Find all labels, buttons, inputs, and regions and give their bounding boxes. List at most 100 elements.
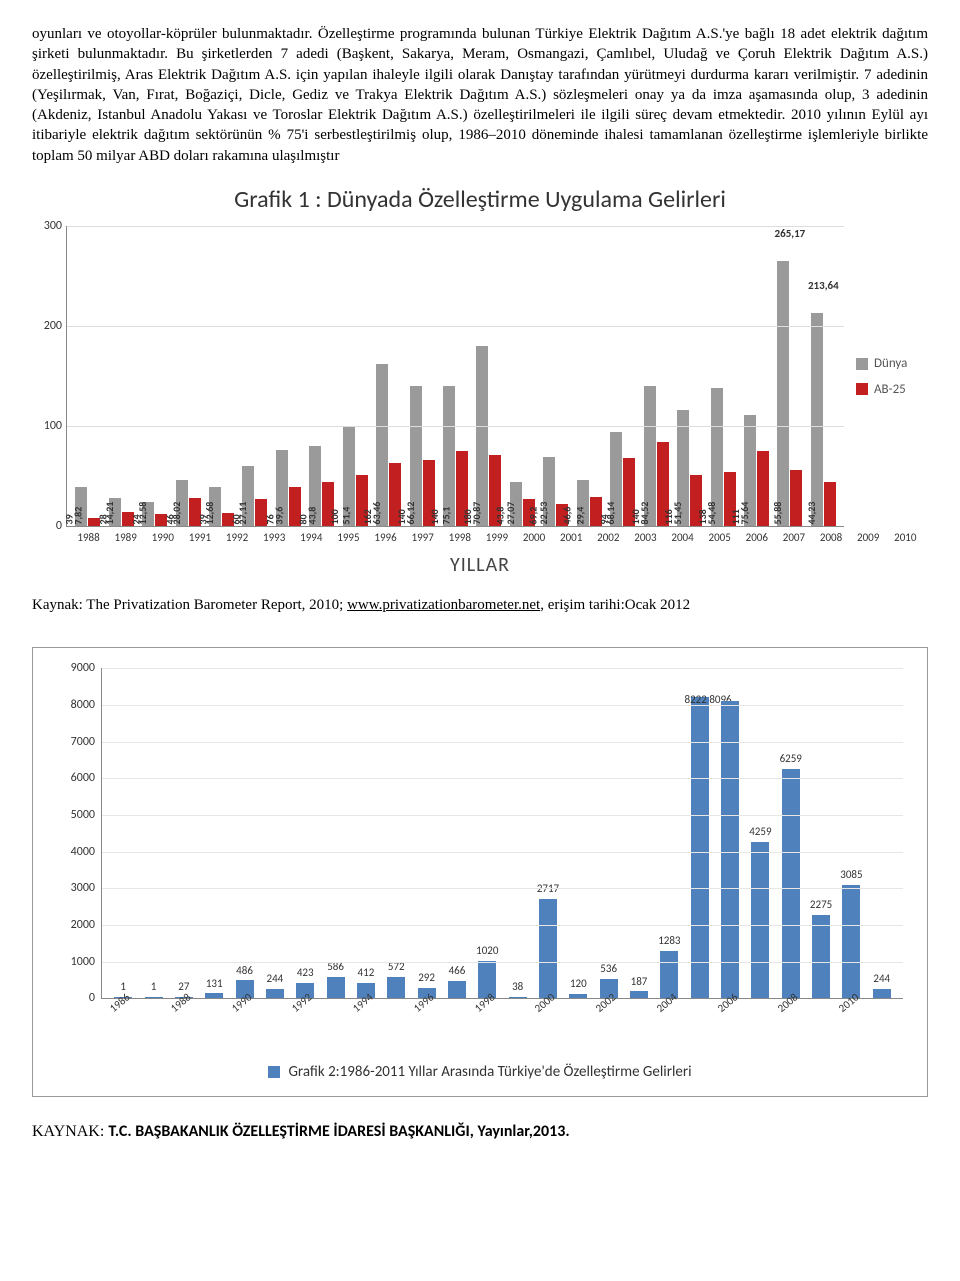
chart1-y-axis: 0100200300 <box>32 226 66 526</box>
source-bold: T.C. BAŞBAKANLIK ÖZELLEŞTİRME İDARESİ BA… <box>108 1122 569 1141</box>
chart1-xtick: 1990 <box>144 531 181 546</box>
chart1-xtick: 2005 <box>701 531 738 546</box>
chart2-bar <box>782 769 800 998</box>
chart2-legend-swatch <box>268 1066 280 1078</box>
chart2-source: KAYNAK: T.C. BAŞBAKANLIK ÖZELLEŞTİRME İD… <box>32 1121 928 1143</box>
chart1-bar-ab25: 44,23 <box>824 482 836 526</box>
chart2-bar-value: 2275 <box>810 898 832 913</box>
chart1-xtick: 1989 <box>107 531 144 546</box>
chart2-bar <box>569 994 587 998</box>
chart1-xtick: 1995 <box>330 531 367 546</box>
chart2-ytick: 8000 <box>71 697 95 713</box>
chart2-bar-value: 292 <box>418 971 435 986</box>
chart1-bar-dunya <box>811 313 823 527</box>
chart2-bar-value: 412 <box>358 966 375 981</box>
chart2-container: 0 1000 2000 3000 4000 5000 6000 7000 8000 9000 11… <box>32 647 928 1097</box>
chart1-ytick: 300 <box>44 218 62 234</box>
chart2-bar <box>630 991 648 998</box>
chart1-title: Grafik 1 : Dünyada Özelleştirme Uygulama… <box>32 184 928 216</box>
chart1-caption: Kaynak: The Privatization Barometer Repo… <box>32 595 928 615</box>
chart2-ytick: 0 <box>89 990 95 1006</box>
chart1-bar-ab25: 55,88 <box>790 470 802 526</box>
chart1-ytick: 0 <box>56 518 62 534</box>
chart1-xtick: 2006 <box>738 531 775 546</box>
chart2-ytick: 7000 <box>71 733 95 749</box>
chart2-plot: 1127131486244423586412572292466102038271… <box>101 668 903 999</box>
chart1-xtick: 1999 <box>478 531 515 546</box>
legend-swatch <box>856 383 868 395</box>
chart1-bar-group: 14066,12 <box>405 386 438 526</box>
chart1-legend-item: AB-25 <box>856 381 928 399</box>
chart1-bar-dunya: 180 <box>476 346 488 526</box>
chart2-bar-value: 3085 <box>840 868 862 883</box>
chart1-bar-toplabel: 213,64 <box>808 279 839 294</box>
chart2-bar-column <box>715 701 745 998</box>
chart1-plot: 397,822814,212412,584628,023912,686027,1… <box>66 226 844 527</box>
chart2-ytick: 4000 <box>71 843 95 859</box>
chart1-xtick: 2010 <box>887 531 924 546</box>
chart1-xtick: 1998 <box>441 531 478 546</box>
source-prefix: KAYNAK: <box>32 1123 108 1140</box>
chart1-bar-dunya <box>777 261 789 526</box>
legend-label: Dünya <box>874 355 907 373</box>
chart2-bar-value: 4259 <box>749 825 771 840</box>
chart2-bar-value: 1020 <box>476 944 498 959</box>
chart1-bar-group: 44,23213,64 <box>807 313 840 527</box>
chart2-bar <box>509 997 527 998</box>
chart1-xtick: 1997 <box>404 531 441 546</box>
body-paragraph: oyunları ve otoyollar-köprüler bulunmakt… <box>32 24 928 166</box>
chart2-bar <box>539 899 557 999</box>
caption-link[interactable]: www.privatizationbarometer.net <box>347 597 540 613</box>
chart2-ytick: 6000 <box>71 770 95 786</box>
chart2-x-axis: 1986198819901992199419961998200020022004… <box>57 999 903 1020</box>
chart2-legend-text: Grafik 2:1986-2011 Yıllar Arasında Türki… <box>288 1062 691 1082</box>
chart2-ytick: 1000 <box>71 953 95 969</box>
legend-swatch <box>856 358 868 370</box>
caption-prefix: Kaynak: The Privatization Barometer Repo… <box>32 597 347 613</box>
chart1-bar-group: 16263,46 <box>372 364 405 526</box>
chart1-legend-item: Dünya <box>856 355 928 373</box>
chart2-legend: Grafik 2:1986-2011 Yıllar Arasında Türki… <box>57 1062 903 1082</box>
chart1-xtick: 1991 <box>181 531 218 546</box>
chart2-bar-value: 1283 <box>658 934 680 949</box>
chart1-xtick: 2009 <box>850 531 887 546</box>
chart1-bar-group: 55,88265,17 <box>773 261 806 526</box>
legend-label: AB-25 <box>874 381 906 399</box>
chart1-xtick: 2000 <box>516 531 553 546</box>
chart2-bar-column: 2717 <box>533 882 563 998</box>
chart1-bar-group: 14084,52 <box>639 386 672 526</box>
chart1-x-label: YILLAR <box>32 552 928 579</box>
chart2-ytick: 2000 <box>71 917 95 933</box>
chart1-bar-group: 11175,64 <box>740 415 773 526</box>
chart1-xtick: 1993 <box>256 531 293 546</box>
chart1-bar-group: 18070,87 <box>472 346 505 526</box>
chart1-bar-toplabel: 265,17 <box>775 227 806 242</box>
chart1-bar-ab25: 75,64 <box>757 451 769 527</box>
chart1-legend: Dünya AB-25 <box>844 226 928 527</box>
chart1-ytick: 100 <box>44 418 62 434</box>
chart1-xtick: 1994 <box>293 531 330 546</box>
chart2-ytick: 3000 <box>71 880 95 896</box>
chart2-bar-value: 536 <box>600 962 617 977</box>
chart1-ytick: 200 <box>44 318 62 334</box>
chart1-xtick: 2008 <box>813 531 850 546</box>
chart2-y-axis: 0100020003000400050006000700080009000 <box>57 668 101 998</box>
caption-suffix: , erişim tarihi:Ocak 2012 <box>540 597 690 613</box>
chart1-xtick: 2007 <box>775 531 812 546</box>
chart1-xtick: 1996 <box>367 531 404 546</box>
chart1-xtick: 2002 <box>590 531 627 546</box>
chart2-ytick: 9000 <box>71 660 95 676</box>
chart1-bar-dunya: 140 <box>443 386 455 526</box>
chart1-xtick: 1992 <box>219 531 256 546</box>
chart2-bar <box>145 997 163 998</box>
chart2-bar <box>205 993 223 998</box>
chart1-xtick: 2004 <box>664 531 701 546</box>
chart2-bar <box>842 885 860 998</box>
chart2-bar-value: 6259 <box>780 752 802 767</box>
chart1-xtick: 2001 <box>553 531 590 546</box>
chart1-bar-group: 14075,1 <box>439 386 472 526</box>
chart1-bar-group: 13854,48 <box>706 388 739 526</box>
chart2-ytick: 5000 <box>71 807 95 823</box>
chart2-bar-value: 486 <box>236 964 253 979</box>
chart1-x-axis: 1988198919901991199219931994199519961997… <box>32 527 928 546</box>
